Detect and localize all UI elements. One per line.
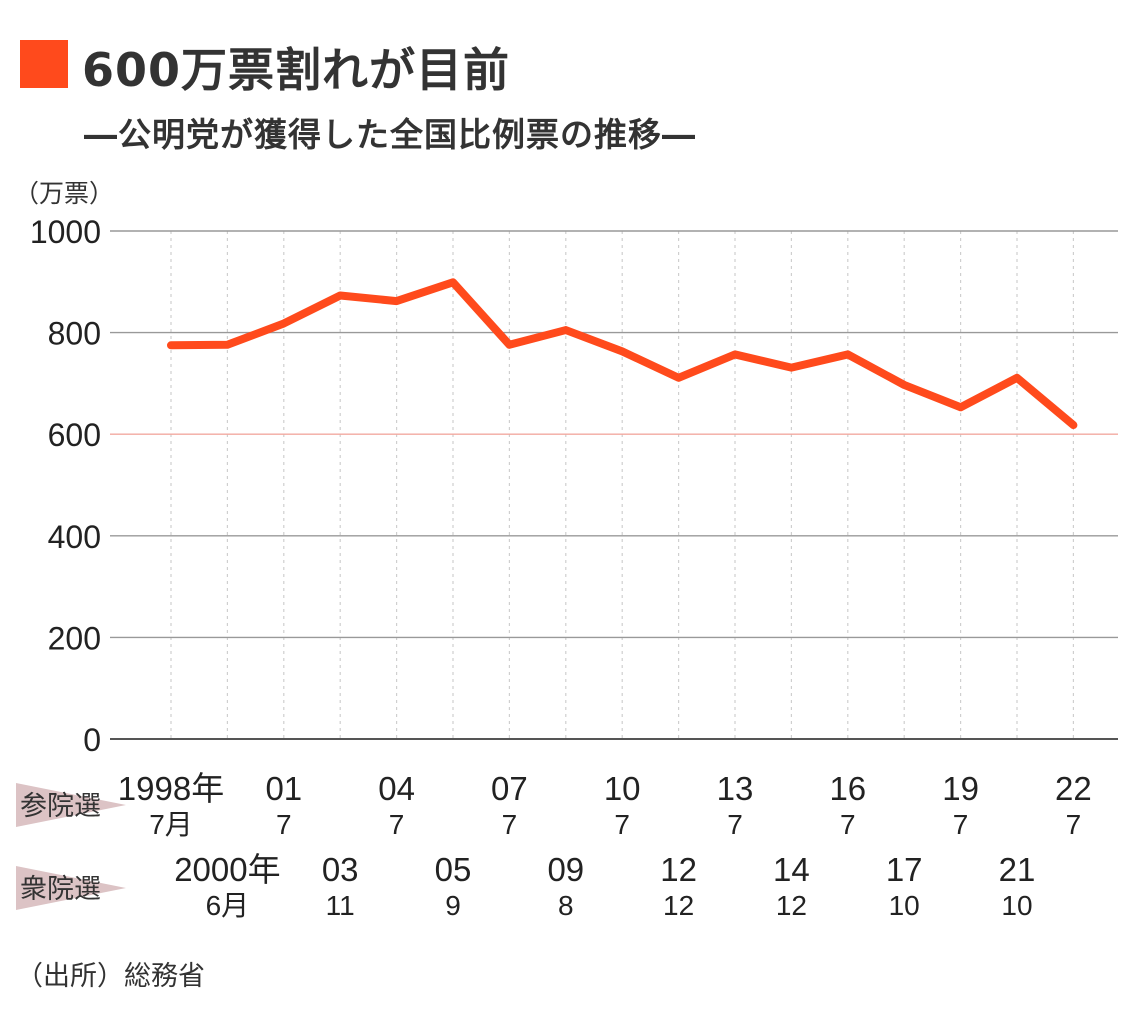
source-note: （出所）総務省 bbox=[16, 961, 205, 992]
y-tick-label: 600 bbox=[48, 417, 101, 453]
lower-house-month-label: 12 bbox=[776, 890, 807, 921]
upper-house-month-label: 7 bbox=[389, 809, 405, 840]
upper-house-row-tag-shape bbox=[16, 783, 126, 827]
series-line bbox=[167, 278, 1078, 430]
upper-house-month-label: 7月 bbox=[149, 809, 193, 840]
lower-house-year-label: 09 bbox=[547, 851, 584, 888]
y-unit-label: （万票） bbox=[14, 179, 114, 208]
y-tick-label: 800 bbox=[48, 316, 101, 352]
lower-house-year-label: 14 bbox=[773, 851, 810, 888]
upper-house-row-label: 参院選 bbox=[20, 791, 101, 822]
upper-house-month-label: 7 bbox=[727, 809, 743, 840]
chart-title: 600万票割れが目前 bbox=[82, 43, 511, 97]
upper-house-year-label: 19 bbox=[942, 770, 979, 807]
lower-house-row-tag-shape bbox=[16, 866, 126, 910]
lower-house-year-label: 21 bbox=[999, 851, 1036, 888]
lower-house-month-label: 10 bbox=[1001, 890, 1032, 921]
lower-house-row-label: 衆院選 bbox=[20, 874, 101, 905]
lower-house-month-label: 6月 bbox=[206, 890, 250, 921]
upper-house-month-label: 7 bbox=[1066, 809, 1082, 840]
y-tick-label: 400 bbox=[48, 519, 101, 555]
upper-house-year-label: 10 bbox=[604, 770, 641, 807]
y-tick-label: 0 bbox=[83, 722, 101, 758]
upper-house-year-label: 07 bbox=[491, 770, 528, 807]
lower-house-year-label: 12 bbox=[660, 851, 697, 888]
title-accent-square bbox=[20, 40, 68, 88]
upper-house-month-label: 7 bbox=[502, 809, 518, 840]
upper-house-month-label: 7 bbox=[276, 809, 292, 840]
lower-house-month-label: 12 bbox=[663, 890, 694, 921]
y-tick-label: 1000 bbox=[30, 214, 101, 250]
chart-subtitle: ―公明党が獲得した全国比例票の推移― bbox=[84, 115, 696, 154]
upper-house-year-label: 04 bbox=[378, 770, 415, 807]
upper-house-month-label: 7 bbox=[614, 809, 630, 840]
lower-house-month-label: 9 bbox=[445, 890, 461, 921]
upper-house-month-label: 7 bbox=[953, 809, 969, 840]
lower-house-month-label: 11 bbox=[326, 890, 355, 921]
upper-house-year-label: 13 bbox=[717, 770, 754, 807]
upper-house-year-label: 01 bbox=[265, 770, 302, 807]
upper-house-year-label: 22 bbox=[1055, 770, 1092, 807]
upper-house-month-label: 7 bbox=[840, 809, 856, 840]
lower-house-year-label: 2000年 bbox=[174, 851, 280, 888]
y-tick-label: 200 bbox=[48, 620, 101, 656]
lower-house-year-label: 03 bbox=[322, 851, 359, 888]
lower-house-month-label: 8 bbox=[558, 890, 574, 921]
lower-house-year-label: 05 bbox=[435, 851, 472, 888]
lower-house-year-label: 17 bbox=[886, 851, 923, 888]
upper-house-year-label: 1998年 bbox=[118, 770, 224, 807]
lower-house-month-label: 10 bbox=[889, 890, 920, 921]
upper-house-year-label: 16 bbox=[829, 770, 866, 807]
